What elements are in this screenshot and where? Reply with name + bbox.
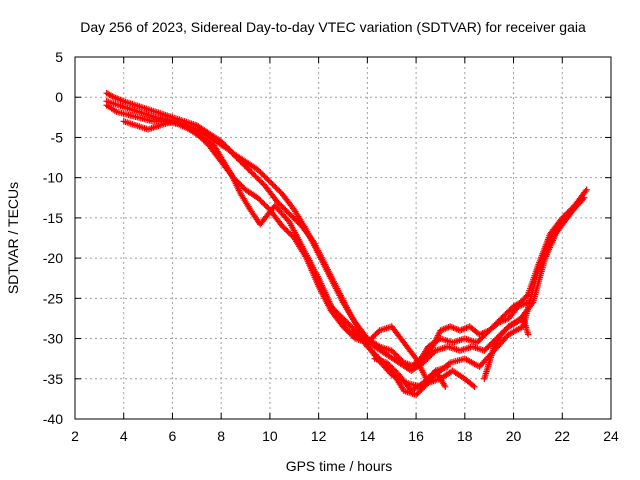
y-tick-label: -15 bbox=[43, 210, 63, 226]
data-point-marker bbox=[471, 383, 478, 391]
x-tick-label: 12 bbox=[311, 428, 327, 444]
y-tick-label: -30 bbox=[43, 331, 63, 347]
x-tick-label: 8 bbox=[217, 428, 225, 444]
x-tick-label: 4 bbox=[120, 428, 128, 444]
series-track-4 bbox=[120, 118, 478, 391]
x-tick-label: 24 bbox=[603, 428, 619, 444]
series-track-6 bbox=[371, 355, 451, 395]
data-point-marker bbox=[524, 299, 532, 306]
data-point-marker bbox=[524, 331, 532, 338]
y-tick-label: 5 bbox=[55, 49, 63, 65]
chart-title: Day 256 of 2023, Sidereal Day-to-day VTE… bbox=[80, 19, 586, 35]
data-point-marker bbox=[578, 194, 585, 201]
x-tick-label: 6 bbox=[169, 428, 177, 444]
series-track-7 bbox=[481, 315, 532, 382]
y-tick-label: -5 bbox=[51, 129, 64, 145]
data-point-marker bbox=[469, 382, 477, 389]
data-point-marker bbox=[523, 292, 531, 299]
y-tick-label: -40 bbox=[43, 411, 63, 427]
y-tick-label: -25 bbox=[43, 290, 63, 306]
data-points bbox=[103, 90, 590, 399]
x-tick-label: 14 bbox=[360, 428, 376, 444]
axis-ticks: 2 4 6 8 10 12 14 16 18 20 22 2450-5-10-15-20-25-30-… bbox=[43, 49, 619, 444]
plot-frame bbox=[74, 56, 612, 420]
data-point-marker bbox=[284, 217, 292, 224]
data-point-marker bbox=[109, 93, 116, 100]
x-tick-label: 16 bbox=[408, 428, 424, 444]
data-point-marker bbox=[583, 186, 590, 193]
x-tick-label: 20 bbox=[506, 428, 522, 444]
y-tick-label: -20 bbox=[43, 250, 63, 266]
data-point-marker bbox=[445, 360, 452, 368]
series-track-8 bbox=[408, 299, 532, 370]
x-axis-label: GPS time / hours bbox=[286, 458, 393, 474]
x-tick-label: 2 bbox=[71, 428, 79, 444]
series-track-3 bbox=[103, 102, 585, 391]
data-point-marker bbox=[442, 383, 449, 391]
x-tick-label: 22 bbox=[554, 428, 570, 444]
y-tick-label: -10 bbox=[43, 170, 63, 186]
y-tick-label: -35 bbox=[43, 371, 63, 387]
x-tick-label: 18 bbox=[457, 428, 473, 444]
data-point-marker bbox=[444, 363, 451, 370]
y-tick-label: 0 bbox=[55, 89, 63, 105]
x-tick-label: 10 bbox=[262, 428, 278, 444]
y-axis-label: SDTVAR / TECUs bbox=[5, 182, 21, 294]
data-point-marker bbox=[582, 187, 589, 195]
